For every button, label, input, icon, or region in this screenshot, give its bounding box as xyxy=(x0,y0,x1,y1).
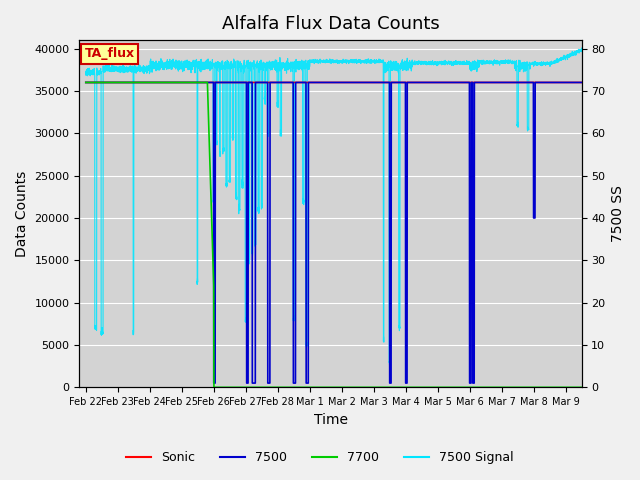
Y-axis label: Data Counts: Data Counts xyxy=(15,170,29,257)
X-axis label: Time: Time xyxy=(314,413,348,427)
Text: TA_flux: TA_flux xyxy=(84,48,134,60)
Y-axis label: 7500 SS: 7500 SS xyxy=(611,185,625,242)
Title: Alfalfa Flux Data Counts: Alfalfa Flux Data Counts xyxy=(221,15,440,33)
Legend: Sonic, 7500, 7700, 7500 Signal: Sonic, 7500, 7700, 7500 Signal xyxy=(121,446,519,469)
